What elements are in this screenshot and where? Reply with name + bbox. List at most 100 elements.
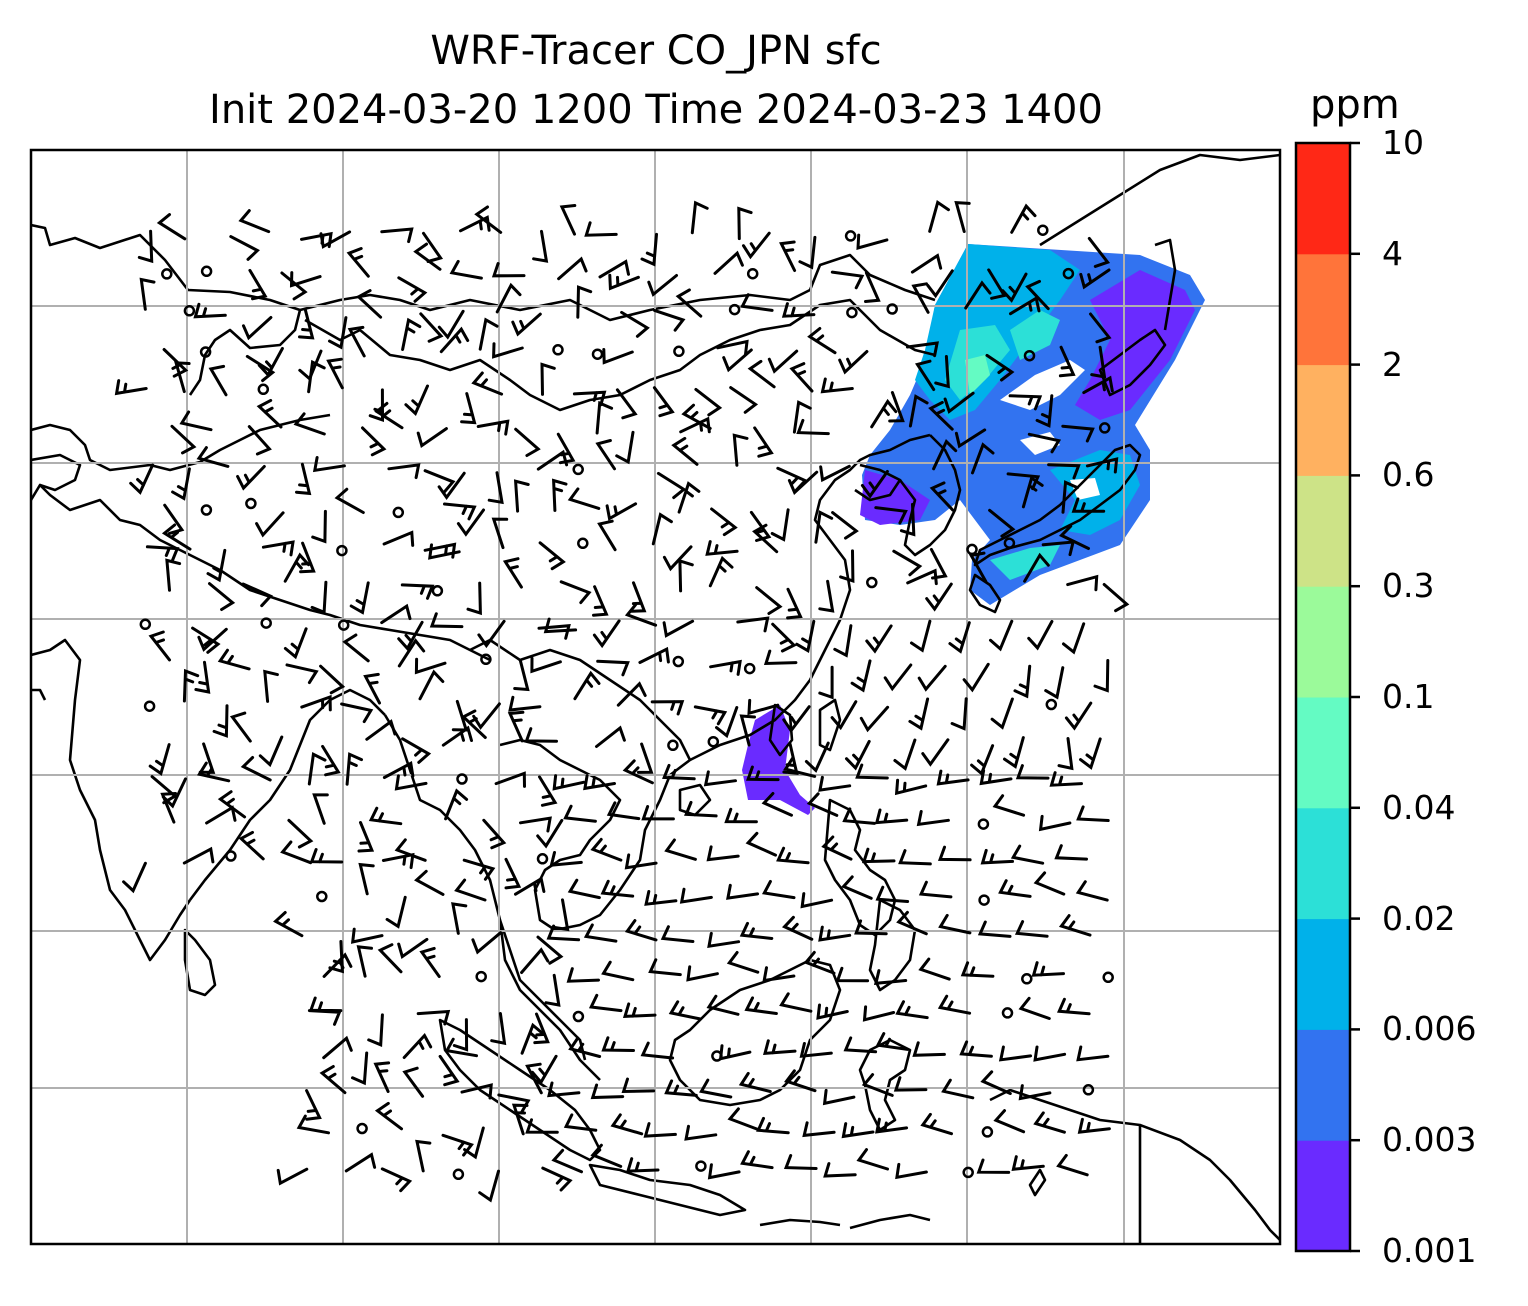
wind-barb — [165, 558, 182, 592]
wind-barb — [460, 392, 477, 425]
calm-circle — [1023, 349, 1036, 362]
colorbar-segment — [1296, 253, 1350, 366]
calm-circle — [260, 617, 272, 629]
wind-barb — [926, 269, 954, 299]
wind-barb — [1027, 620, 1054, 651]
wind-barb — [1061, 480, 1079, 514]
wind-barb — [536, 935, 564, 965]
wind-barb — [418, 669, 445, 701]
wind-barb — [402, 1066, 425, 1098]
gridlines — [31, 150, 1280, 1244]
wind-barb — [1006, 472, 1041, 491]
wind-barb — [170, 424, 197, 455]
wind-barb — [463, 1126, 485, 1160]
wind-barb — [345, 752, 363, 786]
wind-barb — [477, 619, 506, 649]
wind-barb — [615, 388, 638, 420]
calm-circle — [1045, 698, 1058, 711]
wind-barb — [662, 545, 693, 572]
wind-barb — [896, 910, 928, 936]
wind-barb — [1071, 497, 1106, 513]
calm-circle — [746, 267, 759, 280]
wind-barb — [328, 316, 348, 350]
wind-barb — [495, 282, 522, 314]
wind-barb — [122, 861, 147, 894]
calm-circle — [844, 230, 857, 242]
wind-barb — [739, 921, 774, 940]
wind-barb — [1044, 666, 1065, 700]
calm-circle — [572, 1010, 585, 1023]
wind-barb — [519, 816, 552, 833]
wind-barb — [864, 271, 881, 303]
wind-barb — [938, 913, 972, 935]
wind-barb — [767, 349, 799, 374]
wind-barb — [910, 619, 932, 653]
wind-barb — [460, 1083, 493, 1100]
wind-barb — [449, 259, 483, 280]
wind-barb — [624, 919, 658, 942]
wind-barb — [576, 285, 593, 319]
wind-barb — [544, 973, 561, 1007]
wind-barb — [662, 619, 695, 638]
wind-barb — [707, 1163, 741, 1180]
wind-barb — [137, 229, 154, 264]
wind-barb — [245, 354, 276, 383]
coastlines — [31, 153, 1280, 1244]
wind-barb — [941, 1078, 975, 1100]
calm-circle — [199, 346, 212, 358]
wind-barb — [906, 568, 938, 586]
wind-barb — [206, 548, 227, 583]
wind-barb — [289, 271, 322, 288]
wind-barb — [400, 583, 435, 600]
wind-barb — [763, 1039, 797, 1056]
wind-barb — [710, 507, 738, 537]
wind-barb — [536, 449, 569, 471]
colorbar-tick-label: 0.006 — [1382, 1009, 1477, 1049]
wind-barb — [738, 1071, 772, 1093]
calm-circle — [200, 265, 213, 278]
wind-barb — [283, 627, 308, 660]
calm-circle — [1098, 422, 1111, 434]
wind-barb — [905, 341, 939, 358]
wind-barb — [238, 830, 265, 861]
wind-barb — [350, 927, 384, 944]
wind-barb — [862, 1005, 896, 1022]
wind-barb — [419, 946, 441, 978]
wind-barb — [874, 506, 908, 525]
wind-barb — [677, 481, 701, 514]
wind-barb — [803, 950, 836, 975]
wind-barb — [841, 875, 873, 900]
wind-barb — [755, 586, 783, 615]
wind-barb — [342, 633, 370, 663]
wind-barb — [818, 925, 852, 942]
wind-barb — [129, 463, 155, 495]
colorbar-tick-label: 0.003 — [1382, 1120, 1477, 1160]
colorbar-segment — [1296, 697, 1350, 809]
wind-barb — [1062, 622, 1086, 655]
wind-barb — [312, 793, 329, 825]
wind-barb — [821, 835, 853, 861]
wind-barb — [616, 681, 647, 707]
colorbar-tick-label: 0.1 — [1382, 677, 1435, 716]
wind-barb — [380, 1167, 413, 1193]
colorbar-segment — [1296, 364, 1350, 476]
wind-barb — [742, 231, 771, 260]
wind-barb — [1056, 997, 1091, 1016]
wind-barb — [644, 890, 678, 906]
wind-barb — [351, 1051, 369, 1086]
wind-barb — [671, 436, 699, 466]
wind-barb — [650, 700, 685, 716]
calm-circle — [1102, 971, 1114, 984]
calm-circle — [866, 576, 878, 589]
colorbar-segment — [1296, 475, 1350, 587]
wind-barb — [977, 920, 1012, 938]
wind-barb — [800, 892, 834, 909]
wind-barb — [833, 624, 853, 658]
wind-barb — [382, 760, 415, 779]
wind-barb — [709, 659, 742, 676]
wind-barb — [893, 738, 917, 771]
wind-barb — [583, 774, 616, 791]
wind-barb — [553, 898, 570, 932]
wind-barb — [280, 840, 313, 865]
wind-barb — [684, 800, 718, 818]
